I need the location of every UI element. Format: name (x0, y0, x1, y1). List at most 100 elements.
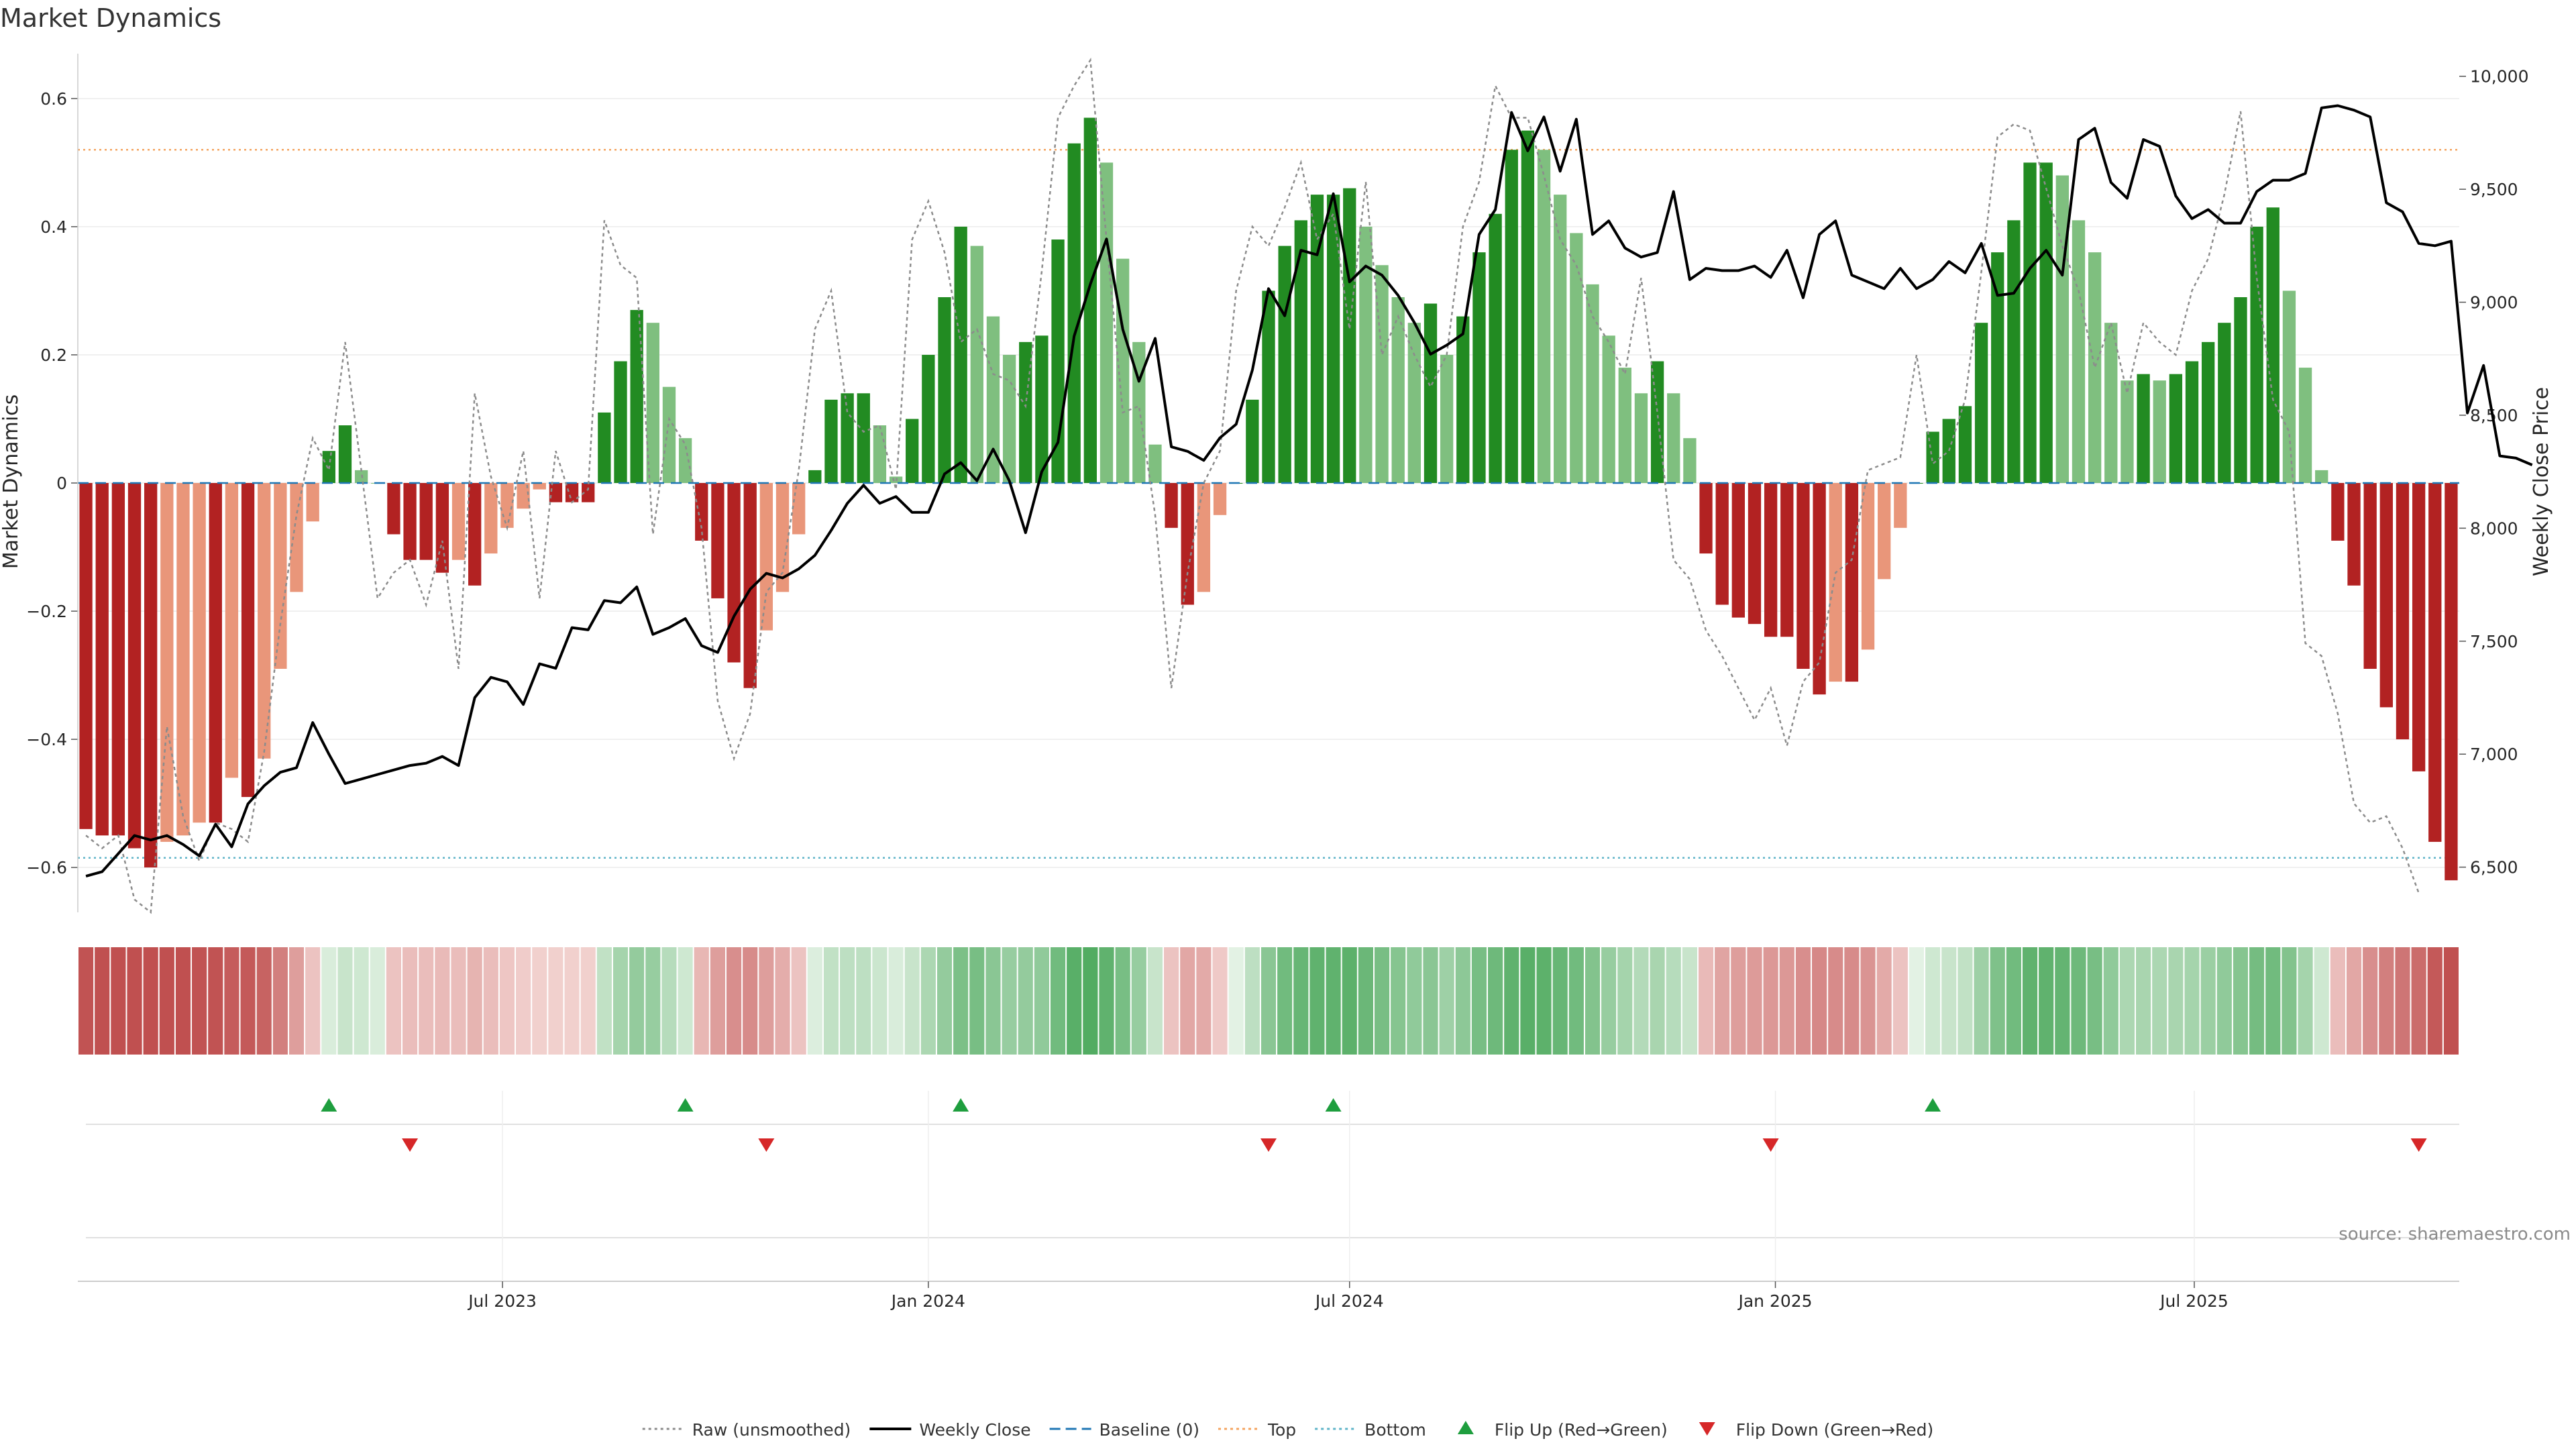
dynamics-bar (678, 438, 692, 483)
heatmap-cell (192, 947, 207, 1055)
heatmap-cell (2282, 947, 2297, 1055)
flip-up-marker (1925, 1098, 1941, 1112)
dynamics-bar (2315, 470, 2328, 483)
dynamics-bar (2039, 162, 2053, 483)
heatmap-cell (629, 947, 645, 1055)
chart-title: Market Dynamics (0, 3, 221, 33)
heatmap-cell (1779, 947, 1794, 1055)
flip-up-marker (1325, 1098, 1342, 1112)
dynamics-bar (614, 361, 627, 483)
dynamics-bar (1213, 483, 1227, 515)
dynamics-bar (193, 483, 206, 823)
heatmap-cell (2152, 947, 2167, 1055)
heatmap-cell (386, 947, 401, 1055)
heatmap-cell (1974, 947, 1989, 1055)
dynamics-bar (1618, 368, 1631, 483)
right-tick-label: 7,000 (2470, 745, 2518, 764)
dynamics-bar (1002, 354, 1016, 483)
heatmap-cell (224, 947, 239, 1055)
dynamics-bar (1294, 220, 1307, 483)
heatmap-cell (904, 947, 920, 1055)
heatmap-cell (143, 947, 158, 1055)
dynamics-bar (662, 386, 676, 483)
dynamics-bar (1019, 341, 1032, 483)
heatmap-cell (78, 947, 94, 1055)
heatmap-cell (1471, 947, 1487, 1055)
legend-item: Flip Down (Green→Red) (1699, 1420, 1933, 1440)
heatmap-cell (1715, 947, 1730, 1055)
dynamics-bar (1407, 323, 1421, 483)
heatmap-cell (645, 947, 661, 1055)
heatmap-cell (2363, 947, 2378, 1055)
dynamics-bar (743, 483, 757, 688)
right-tick-label: 7,500 (2470, 632, 2518, 651)
dynamics-bar (695, 483, 708, 541)
raw-series-line (85, 57, 2420, 914)
heatmap-cell (95, 947, 110, 1055)
right-tick-label: 9,500 (2470, 180, 2518, 199)
legend-label: Baseline (0) (1099, 1420, 1199, 1440)
heatmap-cell (1423, 947, 1438, 1055)
heatmap-cell (1455, 947, 1470, 1055)
heatmap-cell (2103, 947, 2118, 1055)
dynamics-bar (225, 483, 239, 778)
dynamics-bar (2347, 483, 2361, 586)
dynamics-bar (1878, 483, 1891, 580)
heatmap-cell (840, 947, 855, 1055)
left-tick-label: −0.4 (26, 730, 67, 749)
heatmap-cell (2087, 947, 2102, 1055)
legend-item: Bottom (1315, 1420, 1426, 1440)
dynamics-bar (79, 483, 93, 829)
heatmap-cell (759, 947, 774, 1055)
heatmap-cell (1244, 947, 1260, 1055)
dynamics-bar (1974, 323, 1988, 483)
heatmap-cell (1957, 947, 1973, 1055)
dynamics-bar (1958, 406, 1972, 483)
heatmap-cell (1520, 947, 1536, 1055)
heatmap-cell (2395, 947, 2410, 1055)
x-tick-label: Jul 2023 (467, 1291, 537, 1311)
heatmap-cell (1018, 947, 1033, 1055)
flip-up-marker (677, 1098, 694, 1112)
heatmap-cell (159, 947, 174, 1055)
heatmap-cell (1941, 947, 1957, 1055)
heatmap-cell (743, 947, 758, 1055)
legend-label: Top (1267, 1420, 1296, 1440)
dynamics-bar (1197, 483, 1211, 592)
dynamics-bar (144, 483, 158, 868)
flip-down-marker (1260, 1138, 1277, 1152)
dynamics-bar (549, 483, 563, 502)
heatmap-cell (1439, 947, 1454, 1055)
legend-item: Weekly Close (869, 1420, 1031, 1440)
dynamics-bar (1602, 335, 1615, 483)
left-tick-label: 0.4 (40, 217, 67, 237)
main-panel: 0.6 0.4 0.2 0 −0.2 −0.4 −0.6 10,000 9,500 9,000 8,… (26, 54, 2533, 914)
dynamics-bar (1894, 483, 1907, 528)
dynamics-bar (2266, 207, 2279, 483)
heatmap-cell (435, 947, 450, 1055)
dynamics-bar (1521, 130, 1535, 484)
heatmap-cell (969, 947, 985, 1055)
dynamics-bar (1829, 483, 1842, 682)
dynamics-bar (2104, 323, 2118, 483)
dynamics-bar (2363, 483, 2377, 669)
dynamics-bar (2428, 483, 2442, 842)
heatmap-cell (305, 947, 321, 1055)
dynamics-bar (451, 483, 466, 560)
right-tick-label: 6,500 (2470, 858, 2518, 877)
heatmap-cell (1504, 947, 1519, 1055)
heatmap-cell (1650, 947, 1665, 1055)
heatmap-cell (678, 947, 693, 1055)
heatmap-cell (1536, 947, 1552, 1055)
dynamics-bar (209, 483, 222, 823)
heatmap-cell (823, 947, 839, 1055)
heatmap-cell (1666, 947, 1681, 1055)
dynamics-bar (906, 419, 919, 483)
heatmap-cell (1828, 947, 1843, 1055)
heatmap-cell (402, 947, 418, 1055)
left-tick-label: −0.2 (26, 602, 67, 621)
heatmap-cell (1909, 947, 1925, 1055)
flip-up-marker (321, 1098, 337, 1112)
heatmap-cell (370, 947, 385, 1055)
heatmap-cell (1990, 947, 2005, 1055)
